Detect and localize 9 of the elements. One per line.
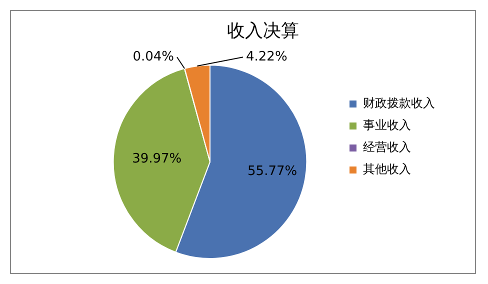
data-label: 55.77% — [248, 164, 298, 179]
data-label: 0.04% — [132, 49, 174, 64]
legend-label: 其他收入 — [363, 162, 411, 176]
legend-label: 经营收入 — [363, 140, 411, 154]
legend-label: 事业收入 — [363, 118, 411, 132]
data-label: 39.97% — [132, 152, 182, 167]
chart-title: 收入决算 — [227, 20, 299, 42]
data-label: 4.22% — [246, 49, 288, 64]
legend-label: 财政拨款收入 — [363, 96, 435, 110]
